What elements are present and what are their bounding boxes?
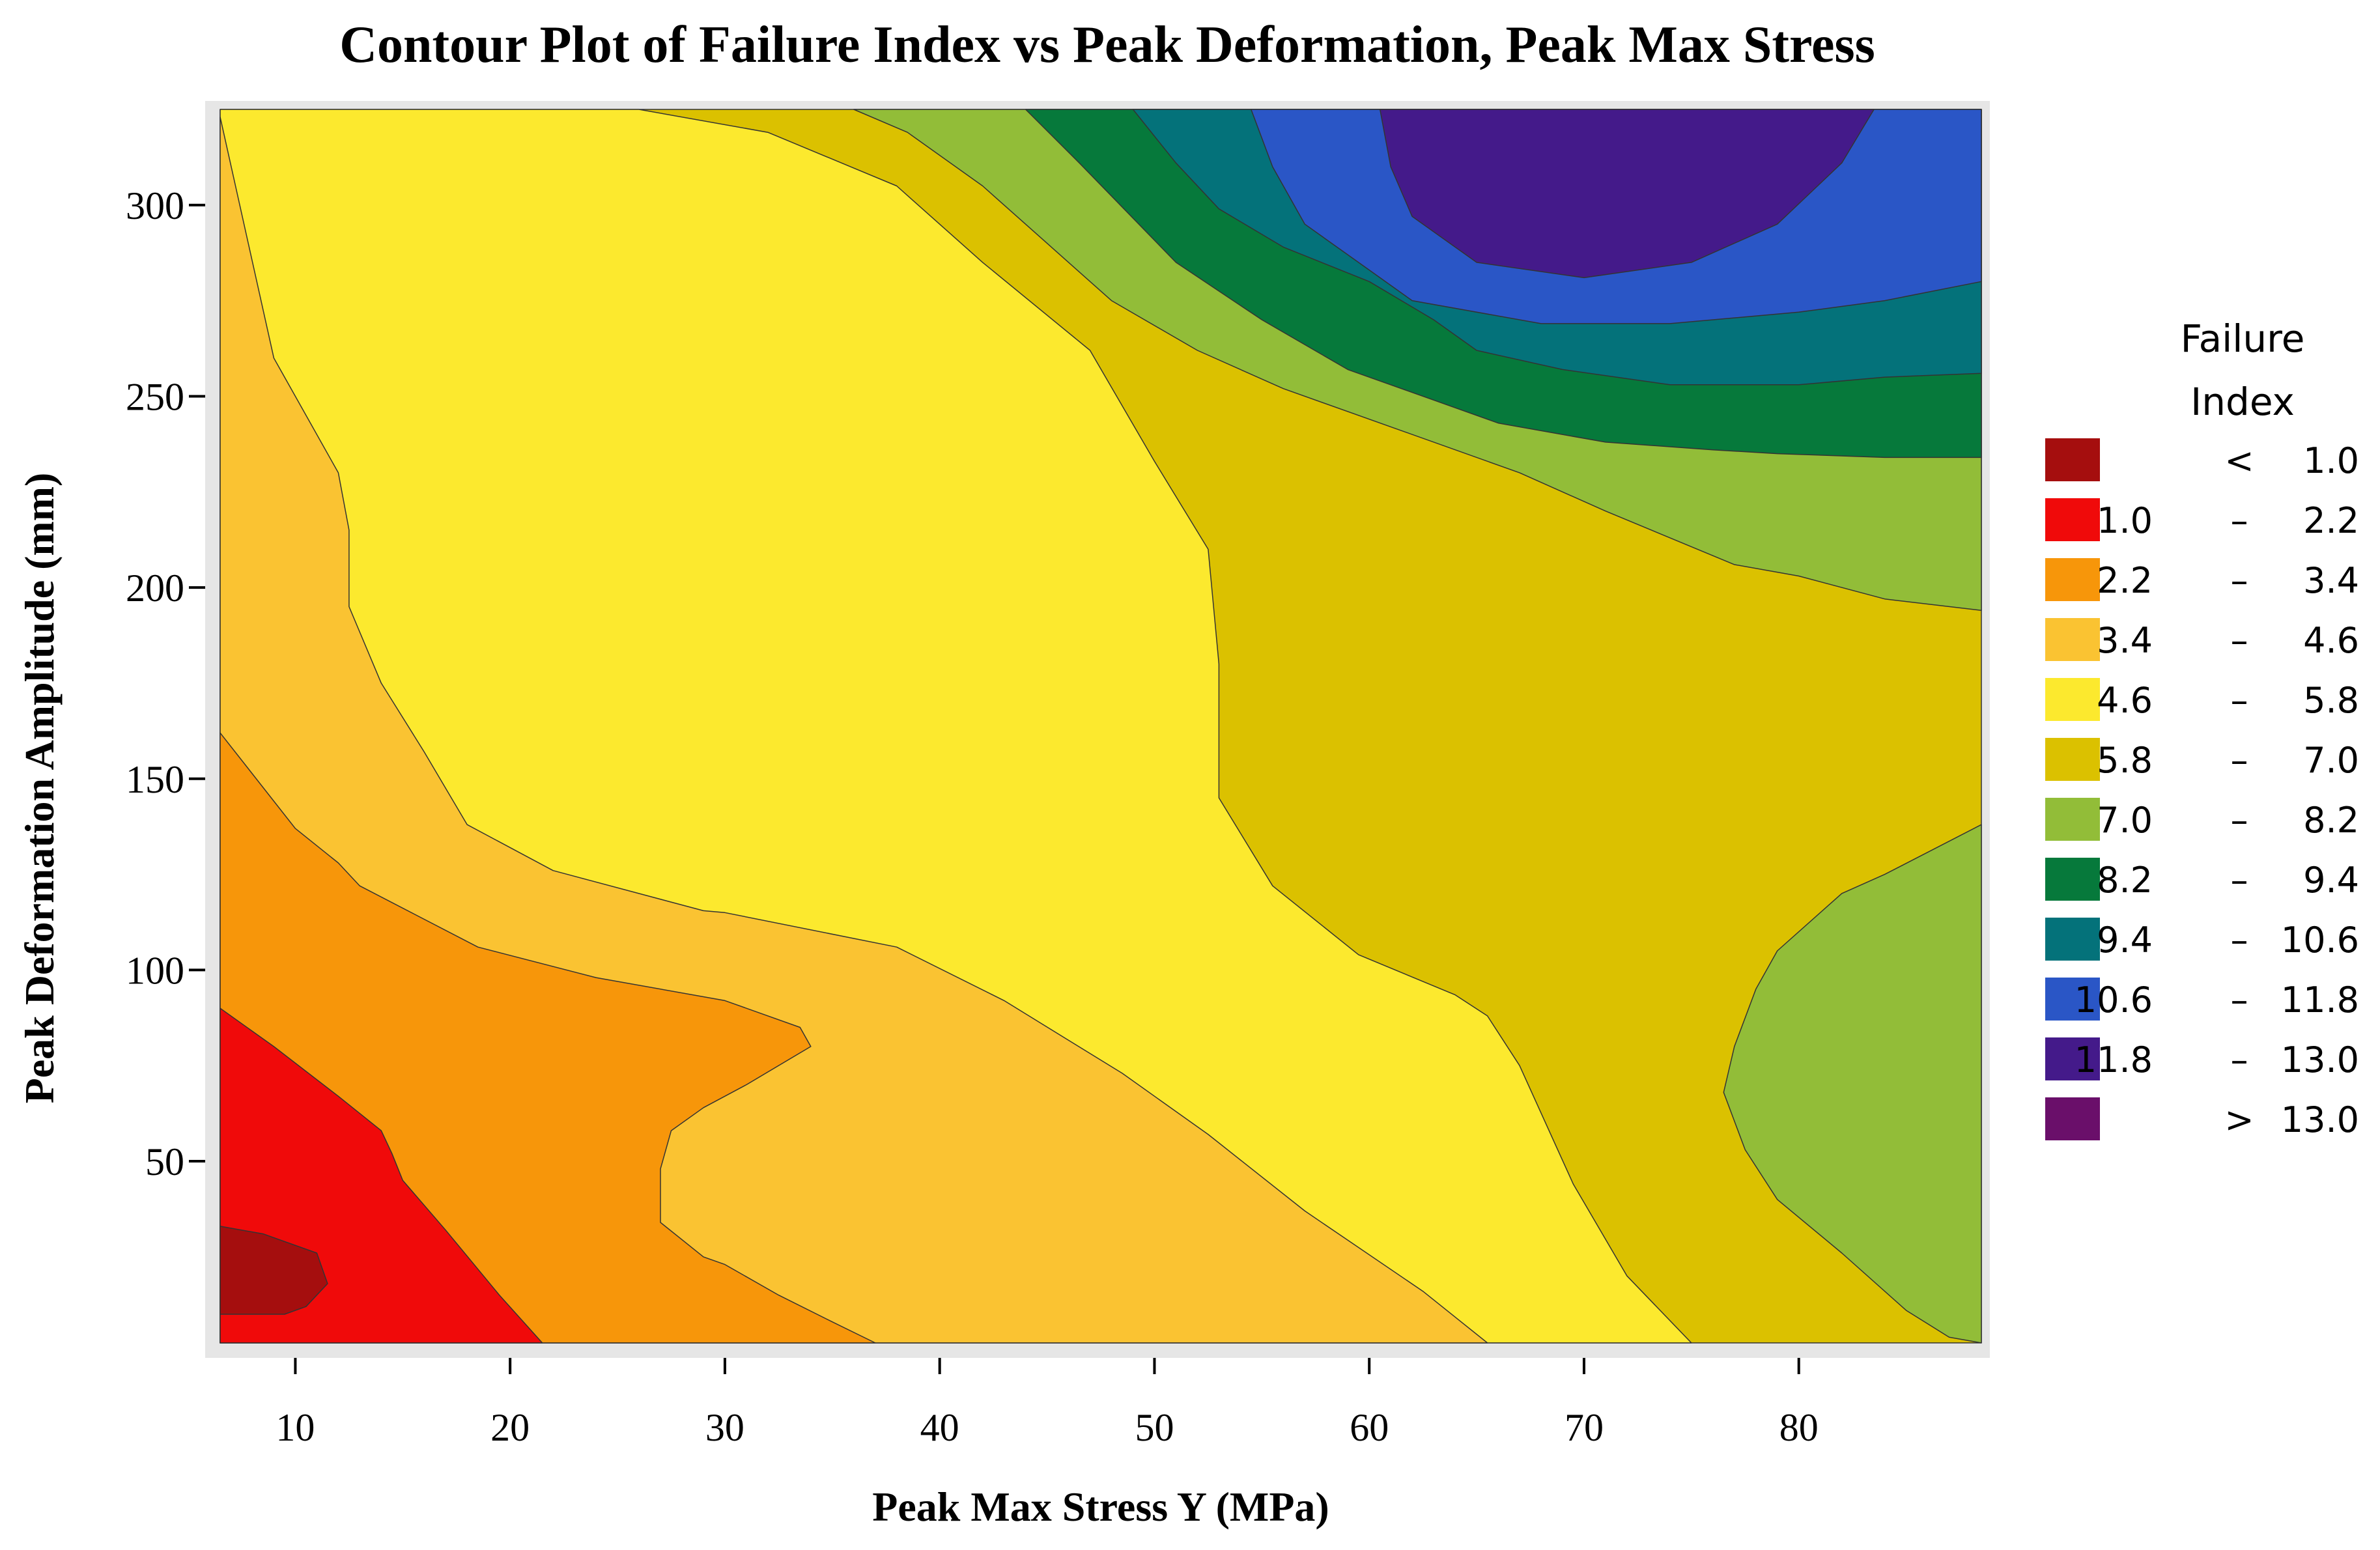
x-tick-label: 20 — [490, 1406, 530, 1449]
legend: Failure Index <1.01.0–2.22.2–3.43.4–4.64… — [2045, 317, 2359, 1140]
y-tick-label: 300 — [126, 184, 184, 227]
y-tick-label: 150 — [126, 758, 184, 801]
x-tick-label: 30 — [705, 1406, 744, 1449]
legend-item: 11.8 –13.0 — [2045, 1037, 2359, 1080]
contour-regions — [220, 109, 1982, 1344]
y-tick-label: 200 — [126, 567, 184, 610]
legend-swatch — [2045, 1037, 2100, 1080]
legend-separator: – — [2231, 920, 2248, 961]
legend-swatch — [2045, 558, 2100, 601]
legend-separator: – — [2231, 680, 2248, 721]
legend-swatch — [2045, 438, 2100, 481]
legend-high-value: 2.2 — [2303, 500, 2359, 541]
legend-low-value: 1.0 — [2097, 500, 2153, 541]
x-tick-label: 50 — [1135, 1406, 1174, 1449]
x-tick-label: 80 — [1779, 1406, 1819, 1449]
legend-item: 7.0 – 8.2 — [2045, 798, 2359, 841]
legend-high-value: 13.0 — [2281, 1099, 2359, 1140]
legend-swatch — [2045, 918, 2100, 961]
chart-title: Contour Plot of Failure Index vs Peak De… — [339, 16, 1875, 74]
y-tick-label: 250 — [126, 375, 184, 418]
legend-item: 10.6 –11.8 — [2045, 978, 2359, 1021]
legend-separator: – — [2231, 800, 2248, 841]
contour-region-12 — [1379, 109, 1875, 279]
legend-title-line-2: Index — [2190, 380, 2295, 424]
legend-item: <1.0 — [2045, 438, 2359, 481]
legend-item: >13.0 — [2045, 1097, 2359, 1140]
legend-item: 4.6 – 5.8 — [2045, 678, 2359, 721]
legend-low-value: 5.8 — [2097, 740, 2153, 781]
legend-high-value: 1.0 — [2303, 440, 2359, 481]
legend-swatch — [2045, 978, 2100, 1021]
legend-high-value: 10.6 — [2281, 920, 2359, 961]
legend-item: 2.2 – 3.4 — [2045, 558, 2359, 601]
legend-high-value: 7.0 — [2303, 740, 2359, 781]
legend-separator: – — [2231, 860, 2248, 901]
legend-swatch — [2045, 1097, 2100, 1140]
legend-item: 1.0 – 2.2 — [2045, 498, 2359, 541]
legend-items: <1.01.0–2.22.2–3.43.4–4.64.6–5.85.8–7.07… — [2045, 438, 2359, 1140]
x-axis-ticks: 10 20 30 40 50 60 70 80 — [276, 1358, 1819, 1449]
legend-separator: > — [2224, 1099, 2254, 1140]
legend-swatch — [2045, 738, 2100, 781]
legend-separator: – — [2231, 740, 2248, 781]
legend-swatch — [2045, 858, 2100, 901]
legend-high-value: 4.6 — [2303, 620, 2359, 661]
legend-separator: – — [2231, 560, 2248, 601]
legend-low-value: 7.0 — [2097, 800, 2153, 841]
legend-high-value: 5.8 — [2303, 680, 2359, 721]
y-tick-label: 100 — [126, 949, 184, 992]
legend-separator: – — [2231, 620, 2248, 661]
x-tick-label: 70 — [1565, 1406, 1604, 1449]
legend-separator: – — [2231, 1039, 2248, 1080]
legend-low-value: 9.4 — [2097, 920, 2153, 961]
legend-low-value: 4.6 — [2097, 680, 2153, 721]
y-axis-ticks: 50 100 150 200 250 300 — [126, 184, 205, 1183]
contour-region-7 — [1723, 824, 1982, 1344]
x-tick-label: 60 — [1350, 1406, 1389, 1449]
legend-high-value: 9.4 — [2303, 860, 2359, 901]
x-tick-label: 10 — [276, 1406, 315, 1449]
legend-low-value: 3.4 — [2097, 620, 2153, 661]
legend-swatch — [2045, 678, 2100, 721]
legend-swatch — [2045, 798, 2100, 841]
legend-title-line-1: Failure — [2181, 317, 2305, 361]
x-axis-label: Peak Max Stress Y (MPa) — [872, 1484, 1329, 1530]
legend-low-value: 10.6 — [2075, 979, 2153, 1021]
legend-item: 8.2 – 9.4 — [2045, 858, 2359, 901]
legend-high-value: 11.8 — [2281, 979, 2359, 1021]
legend-high-value: 13.0 — [2281, 1039, 2359, 1080]
legend-item: 9.4 –10.6 — [2045, 918, 2359, 961]
legend-high-value: 8.2 — [2303, 800, 2359, 841]
legend-swatch — [2045, 498, 2100, 541]
legend-separator: – — [2231, 979, 2248, 1021]
legend-separator: < — [2224, 440, 2254, 481]
x-tick-label: 40 — [920, 1406, 959, 1449]
legend-low-value: 2.2 — [2097, 560, 2153, 601]
legend-separator: – — [2231, 500, 2248, 541]
contour-region-6 — [220, 1226, 328, 1315]
legend-item: 3.4 – 4.6 — [2045, 618, 2359, 661]
legend-low-value: 11.8 — [2075, 1039, 2153, 1080]
legend-low-value: 8.2 — [2097, 860, 2153, 901]
legend-swatch — [2045, 618, 2100, 661]
y-tick-label: 50 — [145, 1140, 184, 1183]
legend-item: 5.8 – 7.0 — [2045, 738, 2359, 781]
y-axis-label: Peak Deformation Amplitude (mm) — [16, 473, 63, 1104]
legend-high-value: 3.4 — [2303, 560, 2359, 601]
